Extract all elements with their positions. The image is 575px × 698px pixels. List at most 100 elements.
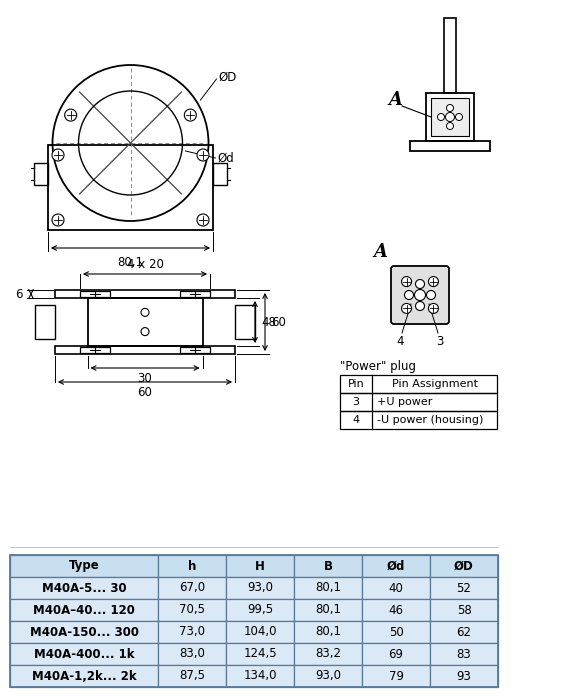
Bar bbox=[340, 393, 497, 411]
Circle shape bbox=[446, 112, 454, 121]
Bar bbox=[294, 621, 362, 643]
Bar bbox=[158, 577, 226, 599]
Circle shape bbox=[141, 327, 149, 336]
Bar bbox=[158, 599, 226, 621]
Circle shape bbox=[427, 290, 435, 299]
Bar bbox=[226, 621, 294, 643]
Circle shape bbox=[52, 214, 64, 226]
Text: Pin: Pin bbox=[348, 379, 365, 389]
Bar bbox=[10, 555, 158, 577]
Bar bbox=[10, 665, 158, 687]
Text: 60: 60 bbox=[271, 315, 286, 329]
Bar bbox=[55, 346, 235, 354]
Text: 99,5: 99,5 bbox=[247, 604, 273, 616]
Circle shape bbox=[401, 304, 412, 313]
Bar bbox=[226, 577, 294, 599]
Bar bbox=[226, 643, 294, 665]
Text: 93,0: 93,0 bbox=[247, 581, 273, 595]
Bar bbox=[294, 665, 362, 687]
Bar bbox=[430, 621, 498, 643]
Bar bbox=[340, 411, 497, 429]
Circle shape bbox=[415, 290, 426, 301]
Text: 4: 4 bbox=[396, 335, 404, 348]
Bar bbox=[226, 665, 294, 687]
Circle shape bbox=[141, 309, 149, 316]
Bar bbox=[87, 298, 202, 346]
Text: 79: 79 bbox=[389, 669, 404, 683]
Bar bbox=[10, 621, 158, 643]
Bar bbox=[226, 599, 294, 621]
Text: M40A-1,2k... 2k: M40A-1,2k... 2k bbox=[32, 669, 136, 683]
Bar bbox=[430, 555, 498, 577]
Bar bbox=[362, 599, 430, 621]
Text: 80,1: 80,1 bbox=[117, 256, 144, 269]
Text: 4 x 20: 4 x 20 bbox=[126, 258, 163, 271]
Bar bbox=[180, 291, 210, 297]
Circle shape bbox=[404, 290, 413, 299]
Text: 3: 3 bbox=[436, 335, 444, 348]
Bar bbox=[235, 305, 255, 339]
Bar bbox=[158, 555, 226, 577]
Circle shape bbox=[447, 123, 454, 130]
Circle shape bbox=[52, 65, 209, 221]
Bar bbox=[430, 665, 498, 687]
Text: 69: 69 bbox=[389, 648, 404, 660]
Text: 80,1: 80,1 bbox=[315, 604, 341, 616]
Bar bbox=[362, 555, 430, 577]
Bar bbox=[10, 577, 158, 599]
FancyBboxPatch shape bbox=[391, 266, 449, 324]
Text: 83,0: 83,0 bbox=[179, 648, 205, 660]
Text: ØD: ØD bbox=[454, 560, 474, 572]
Bar bbox=[34, 163, 48, 185]
Text: Pin Assignment: Pin Assignment bbox=[392, 379, 477, 389]
Bar bbox=[294, 555, 362, 577]
Circle shape bbox=[197, 149, 209, 161]
Bar bbox=[340, 375, 497, 393]
Text: 30: 30 bbox=[137, 372, 152, 385]
Text: 93,0: 93,0 bbox=[315, 669, 341, 683]
Bar bbox=[294, 577, 362, 599]
Text: 73,0: 73,0 bbox=[179, 625, 205, 639]
Bar bbox=[426, 93, 474, 141]
Text: 52: 52 bbox=[457, 581, 471, 595]
Text: -U power (housing): -U power (housing) bbox=[377, 415, 484, 425]
Text: A: A bbox=[373, 243, 387, 261]
Text: 93: 93 bbox=[457, 669, 471, 683]
Text: 40: 40 bbox=[389, 581, 404, 595]
Circle shape bbox=[64, 109, 76, 121]
Bar bbox=[80, 291, 110, 297]
Text: 104,0: 104,0 bbox=[243, 625, 277, 639]
Bar bbox=[430, 599, 498, 621]
Bar bbox=[362, 665, 430, 687]
Circle shape bbox=[416, 279, 424, 288]
Bar bbox=[430, 643, 498, 665]
Bar bbox=[294, 643, 362, 665]
Text: 58: 58 bbox=[457, 604, 471, 616]
Text: 50: 50 bbox=[389, 625, 404, 639]
Text: "Power" plug: "Power" plug bbox=[340, 360, 416, 373]
Bar bbox=[213, 163, 227, 185]
Text: 83,2: 83,2 bbox=[315, 648, 341, 660]
Circle shape bbox=[401, 276, 412, 287]
Bar bbox=[180, 347, 210, 353]
Bar bbox=[10, 643, 158, 665]
Text: 80,1: 80,1 bbox=[315, 625, 341, 639]
Text: H: H bbox=[255, 560, 265, 572]
Circle shape bbox=[416, 302, 424, 311]
Circle shape bbox=[197, 214, 209, 226]
Circle shape bbox=[438, 114, 444, 121]
Text: 80,1: 80,1 bbox=[315, 581, 341, 595]
Text: 3: 3 bbox=[352, 397, 359, 407]
Text: M40A–40... 120: M40A–40... 120 bbox=[33, 604, 135, 616]
Circle shape bbox=[428, 276, 438, 287]
Text: 6: 6 bbox=[16, 288, 23, 301]
Text: Ød: Ød bbox=[387, 560, 405, 572]
Bar bbox=[10, 599, 158, 621]
Bar bbox=[362, 643, 430, 665]
Bar bbox=[294, 599, 362, 621]
Bar bbox=[55, 290, 235, 298]
Text: 46: 46 bbox=[389, 604, 404, 616]
Text: M40A-400... 1k: M40A-400... 1k bbox=[34, 648, 134, 660]
Text: A: A bbox=[388, 91, 402, 109]
Text: B: B bbox=[324, 560, 332, 572]
